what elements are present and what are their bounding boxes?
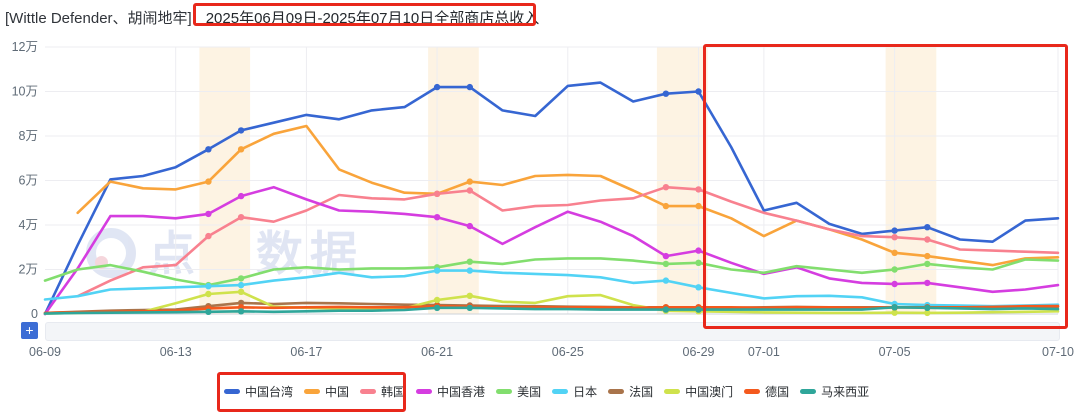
legend-label: 中国香港 — [437, 385, 486, 399]
svg-text:06-25: 06-25 — [552, 345, 584, 359]
legend-item-法国[interactable]: 法国 — [608, 383, 653, 400]
svg-text:6万: 6万 — [19, 174, 38, 188]
svg-text:10万: 10万 — [12, 85, 38, 99]
legend-swatch-icon — [304, 389, 321, 394]
svg-text:06-29: 06-29 — [683, 345, 715, 359]
legend: 中国台湾 中国 韩国 中国香港 美国 日本 法国 中国澳门 德国 马来西亚 — [224, 383, 869, 400]
legend-label: 马来西亚 — [821, 385, 870, 399]
legend-label: 中国 — [325, 385, 350, 399]
datazoom-slider[interactable] — [45, 322, 1060, 341]
weekend-data-markers — [205, 83, 931, 317]
series-line-日本[interactable] — [43, 269, 1060, 308]
legend-item-中国[interactable]: 中国 — [304, 383, 349, 400]
svg-text:12万: 12万 — [12, 40, 38, 54]
legend-label: 韩国 — [381, 385, 406, 399]
legend-label: 中国澳门 — [685, 385, 734, 399]
series-line-中国澳门[interactable] — [43, 290, 1060, 315]
legend-swatch-icon — [416, 389, 433, 394]
legend-item-中国台湾[interactable]: 中国台湾 — [224, 383, 293, 400]
legend-item-马来西亚[interactable]: 马来西亚 — [800, 383, 869, 400]
legend-item-德国[interactable]: 德国 — [744, 383, 789, 400]
chart-canvas: 0 2万 4万 6万 8万 10万 12万 06-09 06-13 06-17 06-21 06-25… — [12, 40, 1074, 359]
svg-text:4万: 4万 — [19, 218, 38, 232]
legend-swatch-icon — [224, 389, 240, 394]
legend-label: 日本 — [573, 385, 598, 399]
svg-text:2万: 2万 — [19, 263, 38, 277]
chart-title-games: [Wittle Defender、胡闹地牢] — [5, 10, 192, 27]
svg-text:8万: 8万 — [19, 129, 38, 143]
legend-label: 美国 — [517, 385, 542, 399]
legend-label: 中国台湾 — [245, 385, 294, 399]
svg-text:06-21: 06-21 — [421, 345, 453, 359]
svg-text:07-05: 07-05 — [879, 345, 911, 359]
add-zoom-button[interactable]: + — [21, 322, 38, 339]
series-line-马来西亚[interactable] — [43, 305, 1060, 315]
x-axis-labels: 06-09 06-13 06-17 06-21 06-25 06-29 07-01 07-05… — [29, 345, 1074, 359]
svg-text:07-01: 07-01 — [748, 345, 780, 359]
gridlines — [45, 46, 1059, 315]
svg-text:06-13: 06-13 — [160, 345, 192, 359]
series-line-中国香港[interactable] — [43, 185, 1060, 316]
legend-label: 法国 — [629, 385, 654, 399]
chart-title-date-range: 2025年06月09日-2025年07月10日全部商店总收入 — [205, 10, 540, 27]
legend-swatch-icon — [744, 389, 761, 394]
legend-label: 德国 — [765, 385, 790, 399]
svg-text:06-09: 06-09 — [29, 345, 61, 359]
legend-item-中国香港[interactable]: 中国香港 — [416, 383, 485, 400]
legend-item-日本[interactable]: 日本 — [552, 383, 597, 400]
y-axis-labels: 0 2万 4万 6万 8万 10万 12万 — [12, 40, 38, 321]
legend-swatch-icon — [496, 389, 513, 394]
legend-swatch-icon — [800, 389, 817, 394]
revenue-line-chart[interactable]: 0 2万 4万 6万 8万 10万 12万 06-09 06-13 06-17 06-21 06-25… — [0, 0, 1080, 365]
legend-swatch-icon — [360, 389, 377, 394]
legend-item-韩国[interactable]: 韩国 — [360, 383, 405, 400]
svg-text:07-10: 07-10 — [1042, 345, 1074, 359]
legend-swatch-icon — [552, 389, 569, 394]
chart-title: [Wittle Defender、胡闹地牢] 2025年06月09日-2025年0… — [5, 7, 539, 28]
legend-item-中国澳门[interactable]: 中国澳门 — [664, 383, 733, 400]
svg-text:0: 0 — [31, 307, 38, 321]
legend-swatch-icon — [608, 389, 625, 394]
series-line-中国台湾[interactable] — [43, 81, 1060, 316]
svg-text:06-17: 06-17 — [290, 345, 322, 359]
series-line-美国[interactable] — [43, 257, 1060, 287]
legend-swatch-icon — [664, 389, 681, 394]
legend-item-美国[interactable]: 美国 — [496, 383, 541, 400]
